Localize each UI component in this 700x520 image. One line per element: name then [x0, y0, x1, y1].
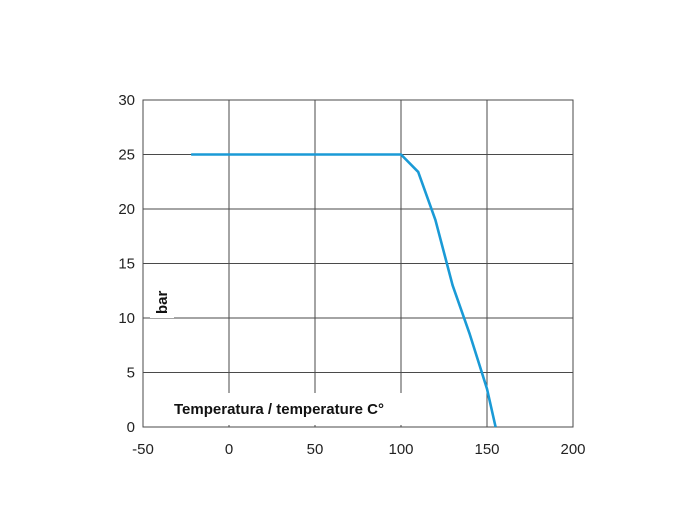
- series-line: [191, 153, 497, 428]
- series-lines: [191, 153, 497, 428]
- plot-frame: [142, 99, 574, 428]
- y-tick-labels: 0 5 10 15 20 25 30: [118, 92, 135, 436]
- ylabel-backdrop: [150, 280, 174, 318]
- y-tick-label: 0: [127, 419, 135, 436]
- y-tick-label: 25: [118, 147, 135, 164]
- grid-lines: [143, 100, 573, 427]
- y-axis-label: bar: [154, 290, 171, 314]
- x-tick-label: 150: [474, 441, 499, 458]
- y-tick-label: 30: [118, 92, 135, 109]
- y-tick-label: 5: [127, 365, 135, 382]
- x-tick-label: 50: [307, 441, 324, 458]
- x-tick-label: 100: [388, 441, 413, 458]
- x-tick-label: 200: [560, 441, 585, 458]
- x-tick-labels: -50 0 50 100 150 200: [132, 441, 585, 458]
- y-tick-label: 20: [118, 201, 135, 218]
- y-tick-label: 10: [118, 310, 135, 327]
- x-tick-label: 0: [225, 441, 233, 458]
- y-tick-label: 15: [118, 256, 135, 273]
- label-backdrop: [170, 393, 422, 425]
- x-axis-label: Temperatura / temperature C°: [174, 401, 384, 418]
- x-tick-label: -50: [132, 441, 154, 458]
